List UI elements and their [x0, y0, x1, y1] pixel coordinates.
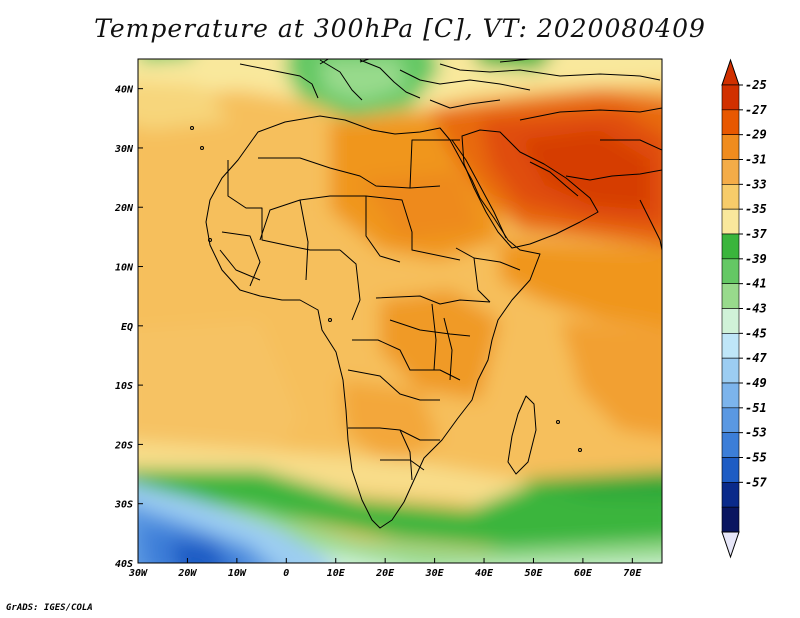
colorbar-swatch: [721, 357, 740, 384]
colorbar-label: -45: [745, 326, 767, 340]
software-credit: GrADS: IGES/COLA: [6, 603, 93, 613]
lat-tick-label: 20S: [114, 440, 133, 451]
latitude-axis: 40N 30N 20N 10N EQ 10S 20S 30S 40S: [114, 85, 143, 570]
colorbar-swatch: [721, 184, 740, 210]
lon-tick-label: 40E: [475, 568, 494, 579]
lon-tick-label: 50E: [524, 568, 543, 579]
colorbar-swatch: [721, 233, 740, 260]
coastlines-and-borders: [190, 59, 662, 529]
longitude-axis: 30W 20W 10W 0 10E 20E 30E 40E 50E 60E 70E: [128, 558, 642, 579]
colorbar-label: -41: [745, 277, 767, 291]
lat-tick-label: 30N: [114, 144, 134, 155]
colorbar-label: -49: [745, 376, 767, 390]
colorbar-swatch: [721, 432, 740, 458]
colorbar-label: -43: [745, 302, 767, 316]
lon-tick-label: 10E: [327, 568, 346, 579]
lat-tick-label: EQ: [121, 322, 133, 333]
colorbar-swatch: [721, 208, 740, 235]
colorbar-label: -31: [745, 153, 767, 167]
lon-tick-label: 60E: [574, 568, 593, 579]
colorbar-label: -25: [745, 78, 767, 92]
lon-tick-label: 70E: [623, 568, 642, 579]
lon-tick-label: 10W: [228, 568, 247, 579]
colorbar-swatch: [721, 407, 740, 433]
colorbar-swatch: [721, 84, 740, 111]
colorbar-label: -35: [745, 202, 767, 216]
colorbar-swatch: [721, 159, 740, 185]
lon-tick-label: 30E: [425, 568, 445, 579]
lat-tick-label: 40N: [115, 85, 134, 96]
lon-tick-label: 20E: [375, 568, 395, 579]
plot-title: Temperature at 300hPa [C], VT: 202008040…: [94, 14, 706, 43]
colorbar-label: -47: [745, 351, 767, 365]
colorbar-label: -37: [745, 227, 767, 241]
colorbar-label: -27: [745, 103, 767, 117]
lon-tick-label: 0: [283, 568, 289, 579]
lon-tick-label: 20W: [177, 568, 197, 579]
lat-tick-label: 30S: [114, 500, 133, 511]
lat-tick-label: 10S: [115, 381, 133, 392]
plot-frame: [137, 58, 663, 564]
colorbar-swatch: [721, 382, 740, 409]
colorbar-swatch: [721, 258, 740, 284]
lat-tick-label: 40S: [115, 559, 133, 570]
colorbar-label: -57: [745, 475, 767, 489]
colorbar-bottom-arrow: [721, 531, 740, 559]
colorbar-swatch: [721, 109, 740, 135]
colorbar-label: -53: [745, 426, 767, 440]
colorbar-label: -55: [745, 451, 767, 465]
colorbar-swatch: [721, 506, 740, 533]
lon-tick-label: 30W: [128, 568, 148, 579]
colorbar-top-arrow: [721, 58, 740, 86]
lat-tick-label: 20N: [114, 203, 134, 214]
colorbar-swatch: [721, 283, 740, 309]
colorbar-label: -33: [745, 177, 767, 191]
colorbar-label: -29: [745, 128, 767, 142]
colorbar-label: -39: [745, 252, 767, 266]
colorbar-swatch: [721, 482, 740, 508]
lat-tick-label: 10N: [115, 263, 134, 274]
colorbar-label: -51: [745, 401, 767, 415]
temperature-field: [138, 59, 662, 563]
colorbar-swatch: [721, 333, 740, 359]
colorbar-swatch: [721, 134, 740, 160]
colorbar-swatch: [721, 308, 740, 334]
colorbar: -25 -27 -29 -31 -33 -35 -37 -39 -41 -43 -45 -47 -49 -…: [721, 58, 767, 559]
colorbar-swatch: [721, 457, 740, 483]
